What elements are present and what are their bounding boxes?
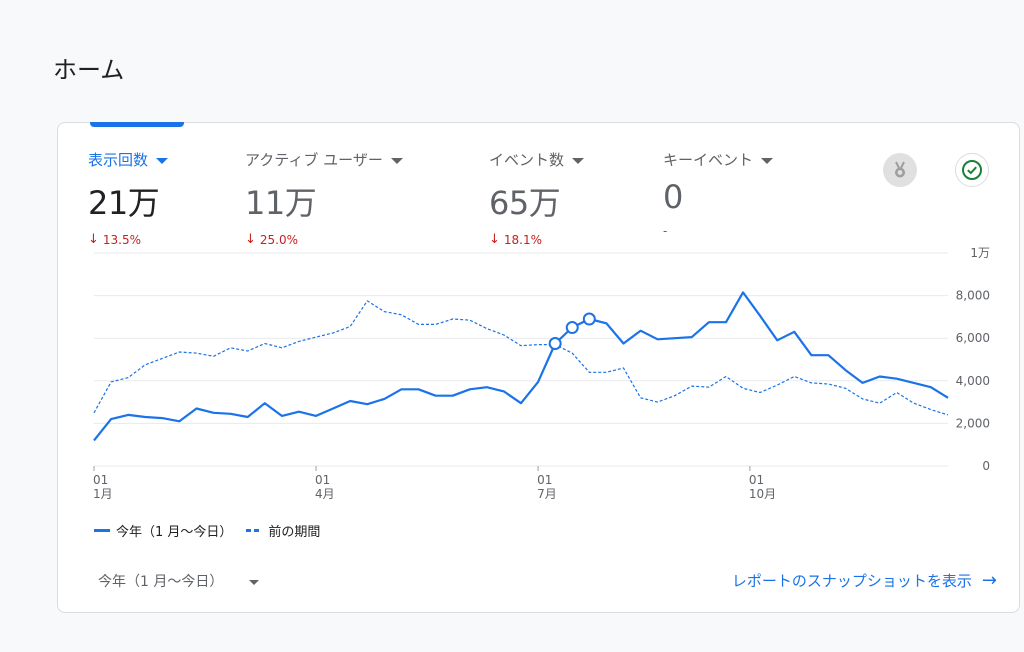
y-tick-label: 1万 <box>970 246 990 260</box>
series-line-previous <box>93 300 949 416</box>
metric-views-delta-value: 13.5% <box>102 232 142 247</box>
metric-event-count-header[interactable]: イベント数 <box>489 149 585 170</box>
y-tick-label: 6,000 <box>956 331 990 345</box>
x-tick-month-label: 1月 <box>93 487 113 501</box>
view-snapshot-link[interactable]: レポートのスナップショットを表示 → <box>732 570 997 591</box>
metric-tab-active-users[interactable]: アクティブ ユーザー 11万 ↓ 25.0% <box>245 149 403 247</box>
chart-series <box>93 291 949 442</box>
metric-active-users-delta: ↓ 25.0% <box>245 232 403 247</box>
y-tick-label: 2,000 <box>956 416 990 430</box>
metric-active-users-label: アクティブ ユーザー <box>245 151 383 169</box>
metric-views-value: 21万 <box>88 184 160 222</box>
legend-item-current[interactable]: 今年（1 月〜今日） <box>94 521 232 540</box>
arrow-down-icon: ↓ <box>489 232 500 247</box>
metric-active-users-value: 11万 <box>245 184 317 222</box>
legend-previous-label: 前の期間 <box>268 525 321 540</box>
medal-icon <box>895 161 905 178</box>
snapshot-link-label: レポートのスナップショットを表示 <box>731 572 972 590</box>
page-title: ホーム <box>53 56 125 84</box>
insights-medal-icon[interactable] <box>883 153 917 187</box>
data-point-marker[interactable] <box>548 337 562 351</box>
metric-tab-views[interactable]: 表示回数 21万 ↓ 13.5% <box>88 149 169 247</box>
metric-event-count-delta-value: 18.1% <box>503 232 543 247</box>
legend-swatch-solid <box>94 529 110 532</box>
x-tick-day-label: 01 <box>315 473 330 487</box>
metric-views-label: 表示回数 <box>88 151 149 169</box>
chart-markers <box>548 312 596 351</box>
data-point-marker[interactable] <box>582 312 596 326</box>
metric-key-events-label: キーイベント <box>663 151 754 169</box>
metric-key-events-value: 0 <box>663 178 683 216</box>
arrow-right-icon: → <box>981 570 997 591</box>
chevron-down-icon <box>572 157 585 164</box>
check-icon <box>962 160 982 180</box>
arrow-down-icon: ↓ <box>245 232 256 247</box>
metric-key-events-delta-value: - <box>663 224 668 238</box>
metric-key-events-header[interactable]: キーイベント <box>663 149 774 170</box>
metric-event-count-value: 65万 <box>489 184 561 222</box>
data-point-marker[interactable] <box>565 321 579 335</box>
x-tick-month-label: 4月 <box>315 487 335 501</box>
metric-key-events-delta: - <box>663 224 773 238</box>
metric-active-users-delta-value: 25.0% <box>259 232 299 247</box>
x-tick-month-label: 10月 <box>749 487 776 501</box>
legend-current-label: 今年（1 月〜今日） <box>116 525 233 540</box>
date-range-label: 今年（1 月〜今日） <box>98 574 224 590</box>
arrow-down-icon: ↓ <box>88 232 99 247</box>
x-tick-day-label: 01 <box>93 473 108 487</box>
series-line-current <box>93 291 949 442</box>
chevron-down-icon <box>156 157 169 164</box>
chevron-down-icon <box>390 157 403 164</box>
metric-tab-key-events[interactable]: キーイベント 0 - <box>663 149 774 238</box>
chart-legend: 今年（1 月〜今日） 前の期間 <box>94 521 334 540</box>
legend-swatch-dashed <box>246 529 263 532</box>
y-tick-label: 0 <box>982 459 990 473</box>
metric-active-users-header[interactable]: アクティブ ユーザー <box>245 149 403 170</box>
date-range-select[interactable]: 今年（1 月〜今日） <box>98 571 260 591</box>
y-tick-label: 4,000 <box>956 374 990 388</box>
metric-event-count-delta: ↓ 18.1% <box>489 232 584 247</box>
chevron-down-icon <box>761 157 774 164</box>
legend-item-previous[interactable]: 前の期間 <box>246 521 320 540</box>
check-circle-icon[interactable] <box>955 153 989 187</box>
metric-tab-event-count[interactable]: イベント数 65万 ↓ 18.1% <box>489 149 585 247</box>
active-tab-indicator <box>90 122 184 127</box>
chevron-down-icon <box>249 579 260 585</box>
chart-gridlines <box>94 252 948 467</box>
y-tick-label: 8,000 <box>956 289 990 303</box>
metric-views-header[interactable]: 表示回数 <box>88 149 169 170</box>
x-tick-day-label: 01 <box>537 473 552 487</box>
x-tick-month-label: 7月 <box>537 487 557 501</box>
metric-views-delta: ↓ 13.5% <box>88 232 168 247</box>
x-tick-day-label: 01 <box>749 473 764 487</box>
metric-event-count-label: イベント数 <box>489 151 565 169</box>
home-overview-card: 表示回数 21万 ↓ 13.5% アクティブ ユーザー 11万 ↓ 25.0% … <box>57 122 1020 613</box>
